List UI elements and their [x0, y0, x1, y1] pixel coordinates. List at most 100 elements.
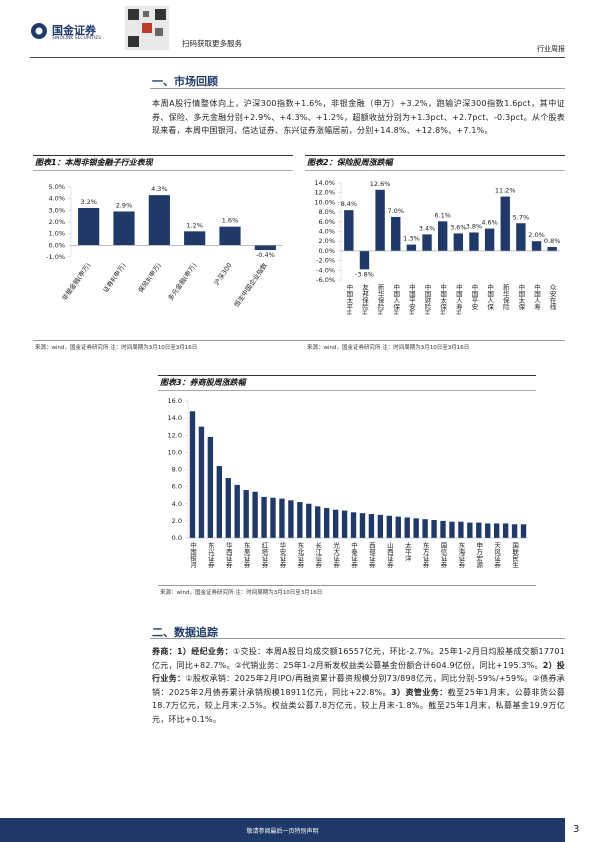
y-tick-label: 2.0	[172, 517, 182, 525]
bar	[531, 241, 542, 251]
y-tick-label: 4.0%	[318, 228, 335, 236]
bar	[467, 522, 473, 538]
data-label: 1.3%	[403, 235, 420, 243]
chart: -6.0%-4.0%-2.0%0.0%2.0%4.0%6.0%8.0%10.0%…	[314, 179, 561, 315]
brand: 国金证券	[52, 24, 96, 37]
chart: 0.0 2.0 4.0 6.0 8.0 10.0 12.0 14.0 16.0 中国银河 东兴证券 华…	[168, 397, 528, 570]
x-tick-label: 东兴证券	[206, 541, 214, 570]
bar	[113, 211, 135, 246]
y-tick-label: 2.0%	[48, 218, 65, 226]
bar	[270, 497, 276, 538]
bar	[279, 498, 285, 538]
x-tick-label: 保险Ⅱ(申万)	[136, 261, 163, 294]
bar	[219, 226, 241, 246]
data-label: 4.3%	[151, 185, 168, 193]
chart-title: 图表1：本周非银金融子行业表现	[35, 158, 153, 167]
data-label: 1.2%	[186, 221, 203, 229]
x-tick-label: 山西证券	[385, 541, 393, 570]
y-tick-label: 8.0%	[318, 208, 335, 216]
x-tick-label: 新华保险	[501, 283, 509, 312]
bar	[254, 245, 276, 250]
y-tick-label: 0.0%	[48, 241, 65, 249]
y-tick-label: 14.0	[168, 414, 182, 422]
bar	[324, 508, 330, 538]
x-tick-label: 非银金融(申万)	[60, 261, 93, 302]
bar	[341, 510, 348, 538]
y-tick-label: -4.0%	[316, 266, 335, 274]
qr-text: 扫码获取更多服务	[182, 39, 242, 48]
y-tick-label: 10.0	[168, 448, 182, 456]
x-tick-label: 中国银河	[188, 541, 196, 569]
bar	[406, 244, 417, 251]
bar	[494, 523, 500, 538]
y-tick-label: 1.0%	[48, 230, 65, 238]
y-tick-label: 6.0%	[318, 218, 335, 226]
y-tick-label: -2.0%	[316, 257, 335, 265]
x-tick-label: 西部证券	[367, 542, 375, 570]
data-label: 12.6%	[370, 180, 391, 188]
bar	[350, 512, 357, 538]
bar	[261, 496, 267, 538]
chart-title: 图表2：保险股周涨跌幅	[307, 158, 393, 167]
data-label: 0.8%	[544, 237, 561, 245]
chart: -1.0% 0.0% 1.0% 2.0% 3.0% 4.0% 5.0% 3.2% 非银金融(申万…	[46, 183, 283, 309]
y-tick-label: 4.0%	[48, 195, 65, 203]
x-tick-label: 华西证券	[224, 541, 232, 570]
bar	[368, 514, 375, 538]
x-tick-label: 中国平安H	[407, 283, 415, 315]
data-label: 2.0%	[528, 231, 545, 239]
x-tick-label: 红塔证券	[260, 541, 268, 570]
bar	[306, 503, 312, 538]
bar	[453, 233, 464, 251]
y-tick-label: 12.0	[168, 431, 182, 439]
x-tick-label: 中国人保	[486, 283, 494, 312]
data-label: -3.8%	[355, 270, 374, 278]
chart-title: 图表3：券商股周涨跌幅	[160, 378, 246, 387]
x-tick-label: 多元金融(申万)	[166, 261, 199, 302]
x-tick-label: 光大证券	[332, 541, 340, 570]
bar	[440, 520, 446, 538]
x-tick-label: 国联民生	[511, 542, 519, 569]
data-label: 4.6%	[481, 219, 498, 227]
bar	[476, 522, 482, 538]
x-tick-label: 证券Ⅱ(申万)	[101, 261, 128, 294]
data-label: 11.2%	[495, 187, 516, 195]
x-tick-label: 申万宏源	[475, 541, 483, 570]
caption-box	[158, 375, 536, 391]
y-tick-label: 16.0	[168, 397, 182, 405]
footer-bar	[0, 818, 565, 842]
bar	[332, 509, 339, 538]
y-tick-label: 12.0%	[314, 189, 335, 197]
bar	[413, 518, 419, 538]
x-tick-label: 长江证券	[314, 541, 322, 570]
data-label: 3.2%	[80, 198, 97, 206]
bar	[216, 466, 222, 538]
header-rule	[30, 57, 565, 58]
y-tick-label: 5.0%	[48, 183, 65, 191]
bar	[375, 189, 385, 251]
x-tick-label: 天风证券	[493, 542, 501, 570]
bar	[547, 247, 557, 251]
bar	[395, 516, 401, 538]
footer-notice: 敬请参阅最后一页特别声明	[246, 828, 319, 835]
y-tick-label: 3.0%	[48, 206, 65, 214]
bar	[422, 519, 428, 538]
bar	[359, 250, 370, 270]
y-tick-label: 8.0	[172, 466, 182, 474]
bar	[458, 521, 464, 538]
x-tick-label: 众安在线	[548, 284, 556, 311]
x-tick-label: 国信证券	[439, 542, 447, 570]
y-tick-label: 6.0	[172, 483, 182, 491]
y-tick-label: -6.0%	[316, 276, 335, 284]
x-tick-label: 新华保险H	[376, 283, 384, 315]
bar	[377, 514, 384, 538]
x-tick-label: 东方证券	[421, 541, 429, 570]
section-title: 二、数据追踪	[152, 626, 218, 639]
bar	[422, 234, 432, 251]
bar	[449, 521, 455, 538]
data-label: 1.6%	[222, 217, 239, 225]
text-run: ①股权承销：2025年2月IPO/再融资累计募资规模分别73/898亿元，同比分…	[152, 674, 565, 697]
bar	[234, 484, 240, 538]
section-divider	[150, 68, 565, 89]
